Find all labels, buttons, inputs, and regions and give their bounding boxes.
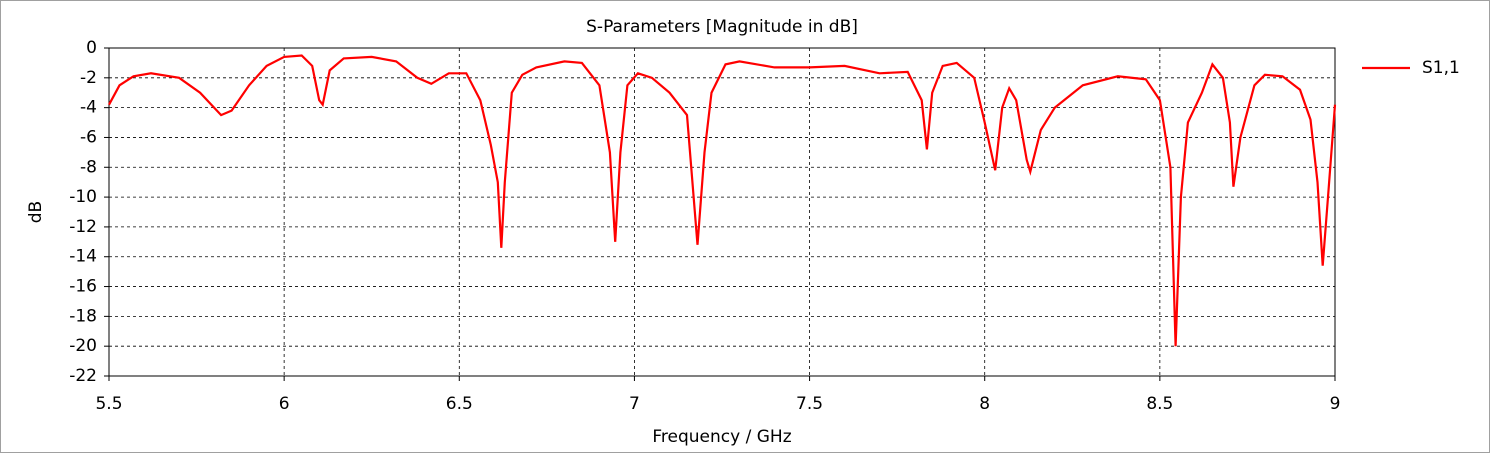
y-tick-label: 0 xyxy=(86,38,97,58)
y-tick-label: -22 xyxy=(69,366,97,386)
legend-label: S1,1 xyxy=(1422,58,1460,78)
y-tick-label: -20 xyxy=(69,336,97,356)
chart-title: S-Parameters [Magnitude in dB] xyxy=(586,17,858,37)
x-tick-label: 9 xyxy=(1330,394,1341,414)
y-tick-label: -12 xyxy=(69,217,97,237)
y-tick-label: -14 xyxy=(69,247,97,267)
y-tick-label: -6 xyxy=(80,127,97,147)
x-tick-label: 6 xyxy=(279,394,290,414)
y-tick-label: -2 xyxy=(80,68,97,88)
x-tick-label: 7 xyxy=(629,394,640,414)
y-tick-label: -4 xyxy=(80,98,97,118)
y-tick-label: -16 xyxy=(69,277,97,297)
y-axis-label: dB xyxy=(26,201,46,223)
x-tick-label: 8.5 xyxy=(1146,394,1173,414)
plot-frame xyxy=(108,47,1336,377)
x-tick-label: 7.5 xyxy=(796,394,823,414)
series-line xyxy=(108,54,1337,347)
x-tick-label: 6.5 xyxy=(446,394,473,414)
y-tick-label: -18 xyxy=(69,306,97,326)
y-tick-label: -10 xyxy=(69,187,97,207)
x-tick-label: 8 xyxy=(979,394,990,414)
y-tick-label: -8 xyxy=(80,157,97,177)
x-axis-label: Frequency / GHz xyxy=(652,427,791,447)
x-tick-label: 5.5 xyxy=(95,394,122,414)
